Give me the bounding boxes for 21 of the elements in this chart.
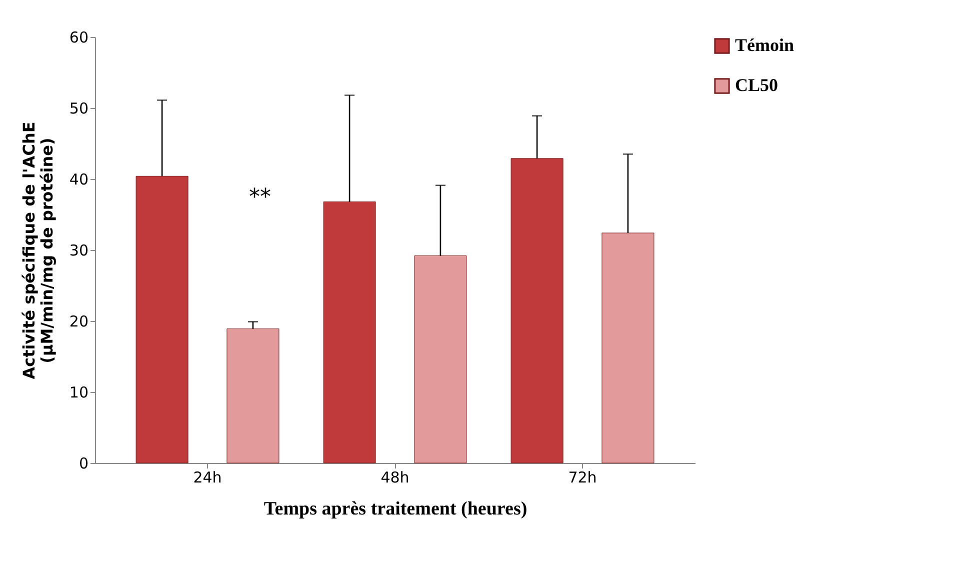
y-tick-label: 50: [69, 100, 88, 118]
bar: [226, 328, 280, 464]
y-tick-label: 60: [69, 28, 88, 46]
annotation: **: [249, 185, 271, 210]
y-tick-label: 10: [69, 384, 88, 402]
bar: [414, 255, 467, 464]
x-axis-title: Temps après traitement (heures): [264, 498, 528, 520]
x-tick-label: 72h: [568, 468, 597, 486]
x-tick-label: 24h: [193, 468, 222, 486]
bar: [136, 176, 188, 464]
legend-label: CL50: [735, 75, 778, 95]
bar: [323, 201, 376, 464]
y-tick-label: 20: [69, 312, 88, 330]
x-tick-label: 48h: [380, 468, 410, 486]
y-tick-label: 40: [69, 170, 88, 188]
legend-label: Témoin: [735, 35, 794, 55]
y-tick-label: 30: [69, 242, 88, 260]
bar: [510, 158, 564, 464]
y-axis-title: Activité spécifique de l'AChE (µM/min/mg de protéine): [19, 122, 56, 380]
y-tick-label: 0: [78, 454, 88, 472]
bar: [602, 232, 654, 464]
